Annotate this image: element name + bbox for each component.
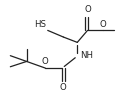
Text: O: O — [100, 20, 107, 29]
Text: O: O — [84, 5, 91, 14]
Text: O: O — [41, 58, 48, 66]
Text: NH: NH — [80, 51, 93, 60]
Text: HS: HS — [34, 20, 46, 29]
Text: O: O — [59, 83, 66, 92]
